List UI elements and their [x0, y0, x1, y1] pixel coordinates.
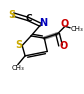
Text: N: N — [39, 18, 48, 28]
Text: S: S — [8, 9, 15, 19]
Text: O: O — [61, 19, 69, 29]
Text: S: S — [15, 40, 22, 50]
Text: CH₃: CH₃ — [12, 65, 24, 71]
Text: CH₃: CH₃ — [71, 26, 84, 31]
Text: O: O — [59, 41, 68, 50]
Text: C: C — [25, 14, 32, 23]
